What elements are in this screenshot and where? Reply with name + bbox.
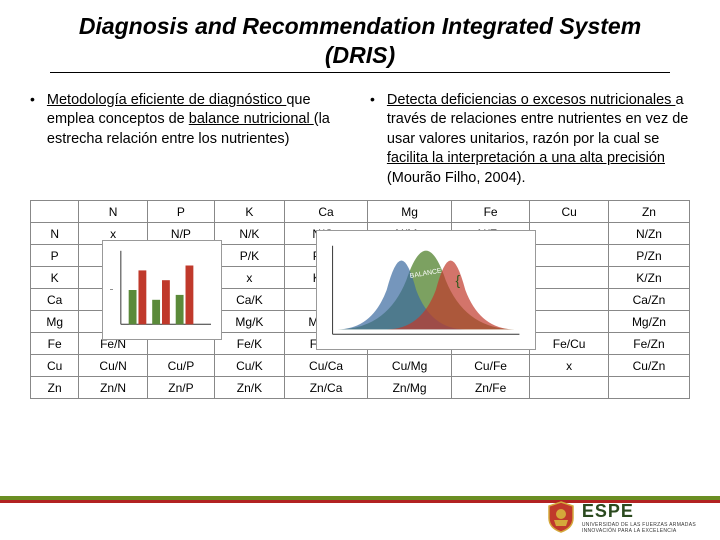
bullet-icon: • (30, 91, 35, 189)
cell (530, 223, 609, 245)
col-header: Cu (530, 201, 609, 223)
row-header: Mg (31, 311, 79, 333)
row-header: Fe (31, 333, 79, 355)
cell: Zn/Fe (451, 377, 530, 399)
col-header: Ca (284, 201, 368, 223)
cell (530, 289, 609, 311)
footer: ESPE UNIVERSIDAD DE LAS FUERZAS ARMADAS … (0, 496, 720, 540)
cell: Cu/K (215, 355, 285, 377)
shield-icon (546, 500, 576, 534)
svg-text:I: I (109, 289, 115, 290)
cell: Ca/K (215, 289, 285, 311)
left-paragraph: Metodología eficiente de diagnóstico que… (47, 91, 350, 189)
cell: P/Zn (608, 245, 689, 267)
cell: Mg/K (215, 311, 285, 333)
slide-title: Diagnosis and Recommendation Integrated … (50, 12, 670, 73)
cell (530, 267, 609, 289)
cell: Cu/N (79, 355, 147, 377)
content-columns: • Metodología eficiente de diagnóstico q… (30, 91, 690, 189)
cell: x (215, 267, 285, 289)
right-column: • Detecta deficiencias o excesos nutrici… (370, 91, 690, 189)
cell: Cu/P (147, 355, 214, 377)
cell: Cu/Ca (284, 355, 368, 377)
cell: N/Zn (608, 223, 689, 245)
logo-sub: INNOVACIÓN PARA LA EXCELENCIA (582, 528, 696, 534)
cell: Fe/K (215, 333, 285, 355)
bell-chart-overlay: BALANCE { (316, 230, 536, 350)
cell: Fe/Cu (530, 333, 609, 355)
cell (530, 245, 609, 267)
cell: K/Zn (608, 267, 689, 289)
table-row: ZnZn/NZn/PZn/KZn/CaZn/MgZn/Fe (31, 377, 690, 399)
cell: Zn/K (215, 377, 285, 399)
row-header: P (31, 245, 79, 267)
col-header (31, 201, 79, 223)
cell: Zn/Ca (284, 377, 368, 399)
cell: Cu/Fe (451, 355, 530, 377)
table-row: CuCu/NCu/PCu/KCu/CaCu/MgCu/FexCu/Zn (31, 355, 690, 377)
cell: x (530, 355, 609, 377)
row-header: Zn (31, 377, 79, 399)
cell: Zn/Mg (368, 377, 452, 399)
row-header: Ca (31, 289, 79, 311)
col-header: K (215, 201, 285, 223)
cell: P/K (215, 245, 285, 267)
cell (530, 311, 609, 333)
cell: Mg/Zn (608, 311, 689, 333)
cell: N/K (215, 223, 285, 245)
espe-logo: ESPE UNIVERSIDAD DE LAS FUERZAS ARMADAS … (546, 500, 696, 534)
cell: Zn/P (147, 377, 214, 399)
cell (530, 377, 609, 399)
cell: Ca/Zn (608, 289, 689, 311)
cell (608, 377, 689, 399)
col-header: Fe (451, 201, 530, 223)
row-header: N (31, 223, 79, 245)
cell: Zn/N (79, 377, 147, 399)
col-header: Zn (608, 201, 689, 223)
row-header: K (31, 267, 79, 289)
cell: Fe/Zn (608, 333, 689, 355)
col-header: Mg (368, 201, 452, 223)
left-column: • Metodología eficiente de diagnóstico q… (30, 91, 350, 189)
row-header: Cu (31, 355, 79, 377)
bullet-icon: • (370, 91, 375, 189)
svg-text:{: { (456, 273, 461, 288)
ratio-table-wrap: NPKCaMgFeCuZn NxN/PN/KN/CaN/MgN/FeN/ZnPP… (30, 200, 690, 399)
cell: Cu/Zn (608, 355, 689, 377)
logo-name: ESPE (582, 501, 696, 522)
bar-chart-overlay: I (102, 240, 222, 340)
col-header: N (79, 201, 147, 223)
cell: Cu/Mg (368, 355, 452, 377)
right-paragraph: Detecta deficiencias o excesos nutricion… (387, 91, 690, 189)
col-header: P (147, 201, 214, 223)
